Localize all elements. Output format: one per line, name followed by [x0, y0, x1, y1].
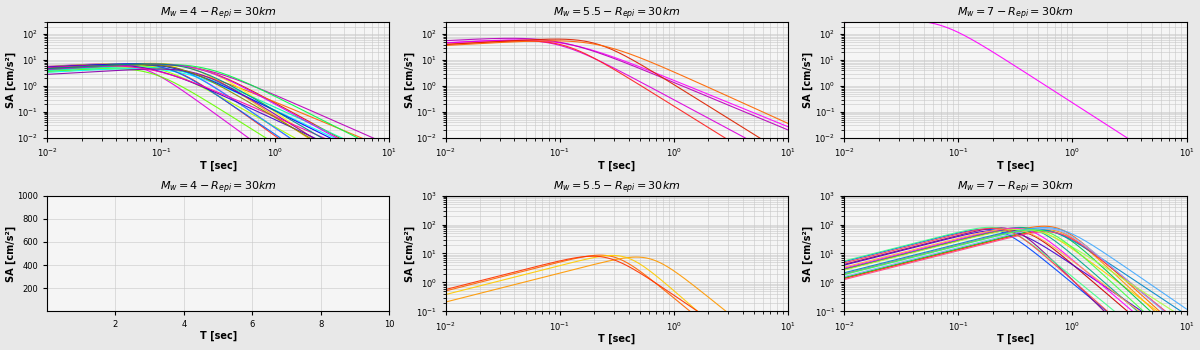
X-axis label: T [sec]: T [sec] — [199, 161, 236, 171]
Y-axis label: SA [cm/s²]: SA [cm/s²] — [803, 52, 814, 108]
X-axis label: T [sec]: T [sec] — [599, 161, 636, 171]
X-axis label: T [sec]: T [sec] — [199, 331, 236, 341]
Title: $M_w = 7 - R_{epi} = 30km$: $M_w = 7 - R_{epi} = 30km$ — [956, 6, 1074, 22]
Title: $M_w = 4 - R_{epi} = 30km$: $M_w = 4 - R_{epi} = 30km$ — [160, 6, 277, 22]
Title: $M_w = 5.5 - R_{epi} = 30km$: $M_w = 5.5 - R_{epi} = 30km$ — [553, 6, 680, 22]
Y-axis label: SA [cm/s²]: SA [cm/s²] — [6, 52, 16, 108]
Y-axis label: SA [cm/s²]: SA [cm/s²] — [404, 52, 414, 108]
X-axis label: T [sec]: T [sec] — [997, 161, 1034, 171]
Title: $M_w = 7 - R_{epi} = 30km$: $M_w = 7 - R_{epi} = 30km$ — [956, 179, 1074, 196]
X-axis label: T [sec]: T [sec] — [997, 334, 1034, 344]
Y-axis label: SA [cm/s²]: SA [cm/s²] — [404, 225, 414, 282]
Y-axis label: SA [cm/s²]: SA [cm/s²] — [803, 225, 814, 282]
Title: $M_w = 5.5 - R_{epi} = 30km$: $M_w = 5.5 - R_{epi} = 30km$ — [553, 179, 680, 196]
Y-axis label: SA [cm/s²]: SA [cm/s²] — [6, 225, 16, 282]
Title: $M_w = 4 - R_{epi} = 30km$: $M_w = 4 - R_{epi} = 30km$ — [160, 179, 277, 196]
X-axis label: T [sec]: T [sec] — [599, 334, 636, 344]
